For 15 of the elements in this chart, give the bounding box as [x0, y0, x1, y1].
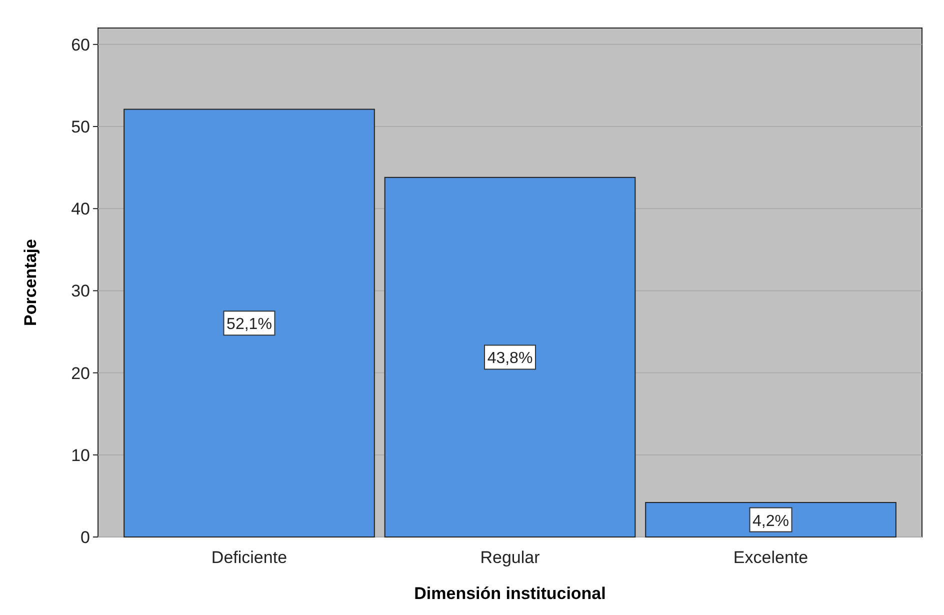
y-tick-label: 20 — [71, 364, 90, 383]
data-label: 4,2% — [752, 512, 789, 530]
x-tick-label: Regular — [480, 548, 540, 567]
y-tick-label: 0 — [80, 528, 90, 547]
y-tick-label: 30 — [71, 282, 90, 301]
y-axis-title: Porcentaje — [21, 239, 40, 326]
x-axis-title: Dimensión institucional — [414, 584, 606, 603]
y-tick-label: 50 — [71, 118, 90, 137]
x-tick-label: Deficiente — [211, 548, 288, 567]
y-tick-label: 40 — [71, 200, 90, 219]
x-tick-label: Excelente — [733, 548, 808, 567]
y-tick-label: 10 — [71, 446, 90, 465]
data-label: 43,8% — [487, 350, 533, 368]
y-tick-label: 60 — [71, 35, 90, 54]
data-label: 52,1% — [226, 316, 272, 334]
